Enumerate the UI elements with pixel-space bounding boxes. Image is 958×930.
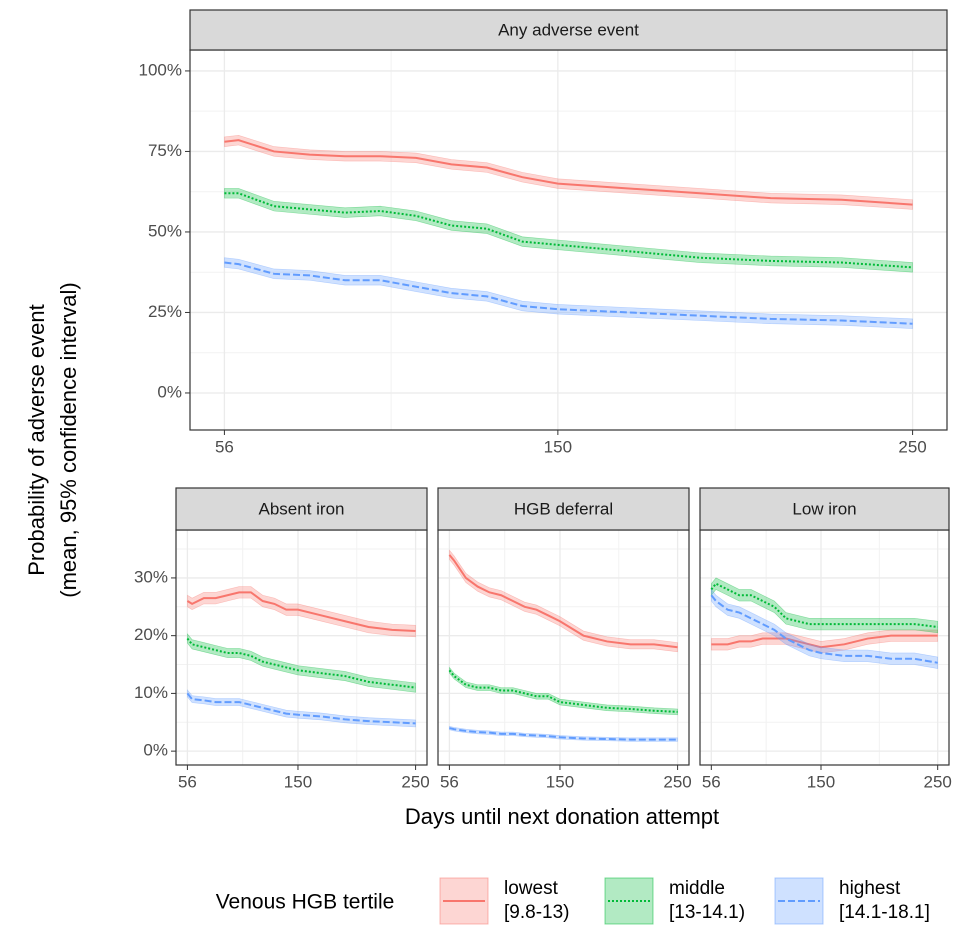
strip	[189, 9, 948, 51]
strip-title: Any adverse event	[498, 20, 639, 39]
x-tick-label: 250	[401, 772, 429, 791]
x-tick-label: 250	[663, 772, 691, 791]
x-tick-label: 250	[898, 437, 926, 456]
y-axis-title: Probability of adverse event	[24, 304, 49, 576]
confidence-band	[711, 588, 938, 669]
series-line	[186, 591, 416, 633]
strip	[175, 487, 428, 531]
y-tick-label: 75%	[148, 141, 182, 160]
y-axis-title: (mean, 95% confidence interval)	[56, 282, 81, 598]
strip	[699, 487, 950, 531]
series-line	[186, 692, 416, 725]
x-tick-label: 56	[178, 772, 197, 791]
y-tick-label: 0%	[143, 741, 168, 760]
x-tick-label: 56	[215, 437, 234, 456]
legend-label: [9.8-13)	[504, 902, 569, 923]
legend-label: [13-14.1)	[669, 902, 745, 923]
legend-label: lowest	[504, 878, 559, 899]
confidence-band	[187, 633, 416, 693]
series-line	[448, 669, 678, 713]
panel-background	[176, 530, 427, 765]
strip	[437, 487, 690, 531]
y-tick-label: 10%	[134, 683, 168, 702]
strip-title: Low iron	[792, 499, 856, 518]
legend-label: [14.1-18.1]	[839, 902, 930, 923]
confidence-band	[449, 549, 678, 653]
legend-label: middle	[669, 878, 725, 899]
series-line	[224, 192, 913, 269]
x-tick-label: 150	[546, 772, 574, 791]
series-line	[711, 634, 938, 649]
series-line	[710, 582, 938, 628]
confidence-band	[224, 188, 913, 273]
x-tick-label: 250	[923, 772, 951, 791]
series-line	[186, 637, 416, 689]
strip-title: HGB deferral	[514, 499, 613, 518]
confidence-band	[711, 577, 938, 634]
x-tick-label: 150	[807, 772, 835, 791]
y-tick-label: 100%	[139, 60, 182, 79]
x-tick-label: 150	[544, 437, 572, 456]
panel-background	[438, 530, 689, 765]
y-tick-label: 25%	[148, 302, 182, 321]
y-tick-label: 0%	[157, 382, 182, 401]
legend-title: Venous HGB tertile	[216, 891, 395, 914]
confidence-band	[449, 666, 678, 716]
series-line	[224, 139, 913, 206]
y-tick-label: 20%	[134, 625, 168, 644]
legend-label: highest	[839, 878, 901, 899]
series-line	[224, 261, 913, 325]
x-tick-label: 150	[284, 772, 312, 791]
y-tick-label: 30%	[134, 567, 168, 586]
x-axis-title: Days until next donation attempt	[405, 804, 719, 829]
series-line	[448, 554, 678, 649]
confidence-band	[711, 629, 938, 654]
x-tick-label: 56	[702, 772, 721, 791]
panel-background	[190, 50, 947, 430]
x-tick-label: 56	[440, 772, 459, 791]
series-line	[710, 594, 938, 664]
series-line	[449, 727, 678, 741]
strip-title: Absent iron	[259, 499, 345, 518]
confidence-band	[224, 135, 913, 210]
confidence-band	[187, 689, 416, 728]
y-tick-label: 50%	[148, 221, 182, 240]
